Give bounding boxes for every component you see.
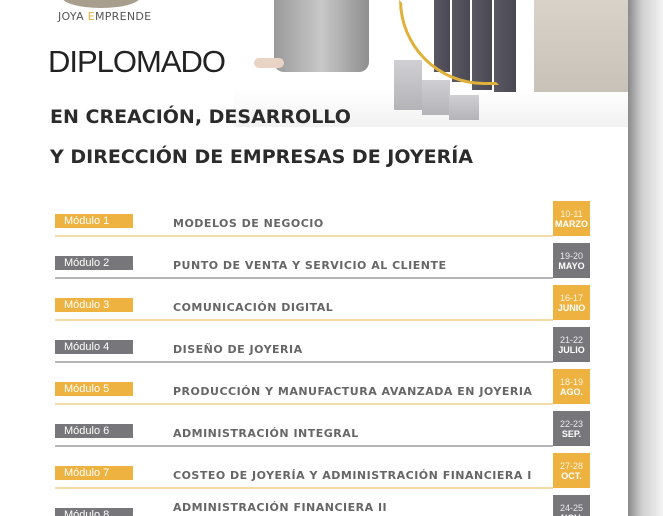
date-days: 27-28: [559, 461, 584, 471]
date-days: 21-22: [559, 335, 584, 345]
logo-text: JOYA EMPRENDE: [58, 10, 151, 23]
module-title-line: COSTEO DE JOYERÍA Y ADMINISTRACIÓN FINAN…: [173, 469, 532, 482]
module-title-line: ADMINISTRACIÓN FINANCIERA II: [173, 501, 388, 514]
module-title: COSTEO DE JOYERÍA Y ADMINISTRACIÓN FINAN…: [173, 469, 532, 482]
module-title-line: MODELOS DE NEGOCIO: [173, 217, 324, 230]
date-days: 22-23: [559, 419, 584, 429]
module-row: Módulo 7 COSTEO DE JOYERÍA Y ADMINISTRAC…: [55, 453, 591, 489]
module-title: ADMINISTRACIÓN INTEGRAL: [173, 427, 359, 440]
block: [394, 60, 422, 110]
module-row: Módulo 4 DISEÑO DE JOYERIA 21-22 JULIO: [55, 327, 591, 363]
module-label: Módulo 1: [55, 214, 133, 228]
module-row: Módulo 1 MODELOS DE NEGOCIO 10-11 MARZO: [55, 201, 591, 237]
module-label: Módulo 4: [55, 340, 133, 354]
hero-photo: [234, 0, 628, 127]
divider: [55, 277, 553, 279]
module-title-line: Y LIDERAZGO PARA DIRECTORES: [173, 514, 388, 516]
module-title-line: PRODUCCIÓN Y MANUFACTURA AVANZADA EN JOY…: [173, 385, 533, 398]
date-badge: 18-19 AGO.: [553, 369, 590, 404]
date-badge: 21-22 JULIO: [553, 327, 590, 362]
divider: [55, 361, 553, 363]
date-days: 10-11: [560, 209, 583, 219]
date-month: AGO.: [559, 387, 583, 397]
date-month: NOV.: [553, 513, 590, 516]
date-month: JULIO: [558, 345, 585, 355]
module-row: Módulo 6 ADMINISTRACIÓN INTEGRAL 22-23 SE…: [55, 411, 591, 447]
module-row: Módulo 5 PRODUCCIÓN Y MANUFACTURA AVANZA…: [55, 369, 591, 405]
date-badge: 22-23 SEP.: [553, 411, 590, 446]
logo-text-part: JOYA: [58, 10, 88, 23]
module-title: ADMINISTRACIÓN FINANCIERA IIY LIDERAZGO …: [173, 501, 388, 516]
date-month: SEP.: [561, 429, 582, 439]
divider: [55, 445, 553, 447]
date-days: 24-25: [559, 503, 584, 513]
module-title: DISEÑO DE JOYERIA: [173, 343, 303, 356]
block: [422, 80, 450, 115]
module-title: MODELOS DE NEGOCIO: [173, 217, 324, 230]
date-badge: 10-11 MARZO: [553, 201, 590, 236]
date-badge: 16-17 JUNIO: [553, 285, 590, 320]
block: [449, 95, 479, 120]
module-title-line: COMUNICACIÓN DIGITAL: [173, 301, 334, 314]
date-days: 19-20: [559, 251, 584, 261]
date-badge: 27-28 OCT.: [553, 453, 590, 488]
module-label: Módulo 2: [55, 256, 133, 270]
module-title-line: DISEÑO DE JOYERIA: [173, 343, 303, 356]
module-label: Módulo 8: [55, 508, 133, 516]
module-row: Módulo 3 COMUNICACIÓN DIGITAL 16-17 JUNIO: [55, 285, 591, 321]
module-title: COMUNICACIÓN DIGITAL: [173, 301, 333, 314]
module-row: Módulo 8 ADMINISTRACIÓN FINANCIERA IIY L…: [55, 495, 591, 516]
hand: [254, 58, 284, 68]
module-label: Módulo 5: [55, 382, 133, 396]
businesswoman-figure: [274, 0, 369, 72]
date-month: OCT.: [561, 471, 582, 481]
module-title: PUNTO DE VENTA Y SERVICIO AL CLIENTE: [173, 259, 447, 272]
module-label: Módulo 7: [55, 466, 133, 480]
divider: [55, 319, 553, 321]
module-row: Módulo 2 PUNTO DE VENTA Y SERVICIO AL CL…: [55, 243, 591, 279]
module-label: Módulo 3: [55, 298, 133, 312]
logo-text-part: MPRENDE: [94, 10, 152, 23]
date-month: MAYO: [558, 261, 585, 271]
module-label: Módulo 6: [55, 424, 133, 438]
module-title-line: PUNTO DE VENTA Y SERVICIO AL CLIENTE: [173, 259, 447, 272]
bar-column: [494, 0, 516, 92]
divider: [55, 403, 553, 405]
date-badge: 24-25NOV.: [553, 495, 590, 516]
date-month: MARZO: [555, 219, 588, 229]
module-title: PRODUCCIÓN Y MANUFACTURA AVANZADA EN JOY…: [173, 385, 532, 398]
poster: JOYA EMPRENDE DIPLOMADO EN CREACIÓN, DES…: [14, 0, 628, 516]
date-badge: 19-20 MAYO: [553, 243, 590, 278]
module-title-line: ADMINISTRACIÓN INTEGRAL: [173, 427, 359, 440]
date-month: JUNIO: [557, 303, 586, 313]
divider: [55, 235, 553, 237]
headline-line-2: Y DIRECCIÓN DE EMPRESAS DE JOYERÍA: [50, 146, 473, 168]
logo-mark: [62, 0, 140, 8]
jewelry-store-background: [534, 0, 628, 92]
divider: [55, 487, 553, 489]
date-days: 18-19: [559, 377, 584, 387]
page-shadow: [628, 0, 663, 516]
logo-text-accent: E: [87, 10, 95, 23]
date-days: 16-17: [559, 293, 584, 303]
headline-line-1: EN CREACIÓN, DESARROLLO: [50, 106, 351, 128]
diplomado-title: DIPLOMADO: [48, 44, 226, 79]
